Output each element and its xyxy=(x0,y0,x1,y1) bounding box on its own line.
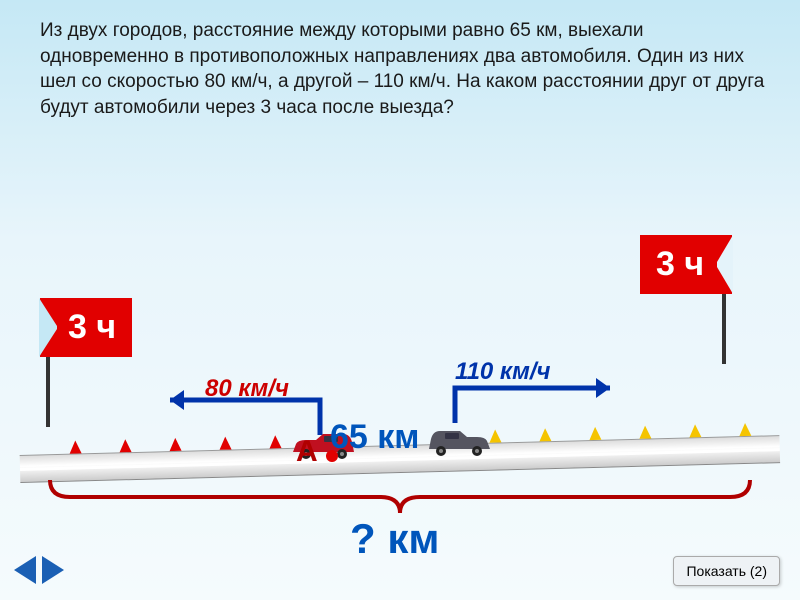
point-a-label: A xyxy=(296,435,317,468)
show-button[interactable]: Показать (2) xyxy=(673,556,780,586)
car2-icon xyxy=(425,427,495,457)
flag-left: 3 ч xyxy=(40,298,132,427)
flag-left-pole xyxy=(46,357,50,427)
nav-prev-icon[interactable] xyxy=(14,556,36,584)
motion-diagram: 3 ч 3 ч 80 км/ч 110 км/ч xyxy=(0,280,800,560)
distance-brace xyxy=(40,475,760,520)
nav-next-icon[interactable] xyxy=(42,556,64,584)
initial-distance: 65 км xyxy=(330,418,419,457)
problem-text: Из двух городов, расстояние между которы… xyxy=(0,0,800,131)
question-distance: ? км xyxy=(350,515,439,563)
flag-right-pole xyxy=(722,294,726,364)
flag-left-label: 3 ч xyxy=(40,298,132,357)
flag-right: 3 ч xyxy=(640,235,732,364)
flag-right-label: 3 ч xyxy=(640,235,732,294)
